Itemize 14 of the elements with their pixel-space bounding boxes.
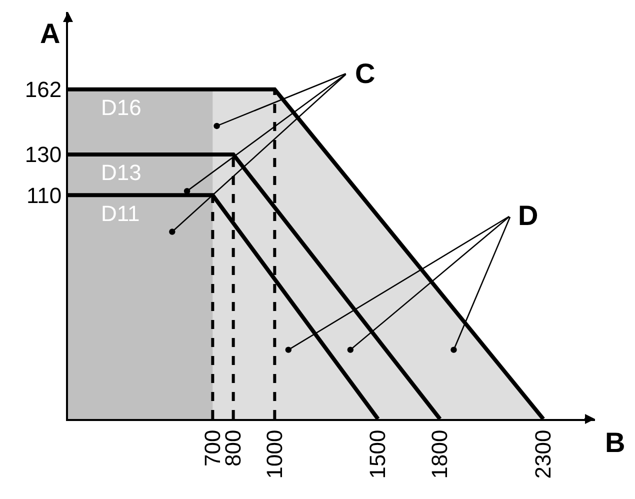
- series-label: D13: [101, 160, 142, 185]
- x-tick-label: 1000: [262, 430, 287, 479]
- x-axis-title: B: [605, 427, 626, 458]
- annotation: D: [518, 200, 538, 231]
- x-tick-label: 1800: [427, 430, 452, 479]
- series-label: D11: [101, 201, 140, 226]
- y-tick-label: 162: [24, 77, 62, 102]
- y-axis-title: A: [40, 18, 60, 49]
- y-tick-label: 110: [26, 182, 62, 208]
- annotation: C: [355, 58, 376, 89]
- y-tick-label: 130: [24, 142, 62, 168]
- series-label: D16: [101, 95, 142, 120]
- x-tick-label: 2300: [530, 430, 556, 479]
- x-tick-label: 1500: [365, 430, 390, 479]
